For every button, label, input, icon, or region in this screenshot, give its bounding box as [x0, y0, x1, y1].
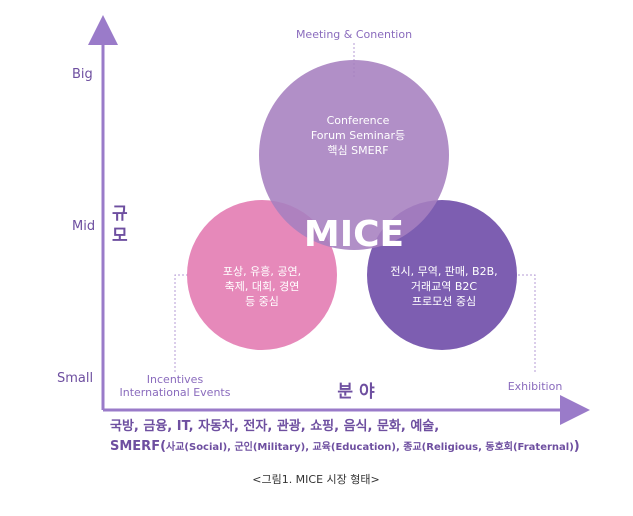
circle-left: [187, 200, 337, 350]
callout-left-1: Incentives: [147, 373, 204, 386]
bottom-text-line2-main: SMERF(: [110, 439, 166, 454]
figure-caption: <그림1. MICE 시장 형태>: [252, 473, 380, 486]
y-tick-mid: Mid: [72, 219, 95, 234]
callout-top: Meeting & Conention: [296, 28, 412, 41]
leader-right: [517, 274, 536, 372]
y-axis-title-2: 모: [112, 226, 128, 246]
circle-right-text-3: 프로모션 중심: [412, 295, 476, 308]
callout-right: Exhibition: [508, 380, 563, 393]
circle-right-text-1: 전시, 무역, 판매, B2B,: [390, 265, 497, 278]
y-tick-small: Small: [57, 371, 93, 386]
circle-top: [259, 60, 449, 250]
y-tick-big: Big: [72, 67, 93, 82]
bottom-text-line1: 국방, 금융, IT, 자동차, 전자, 관광, 쇼핑, 음식, 문화, 예술,: [110, 418, 439, 434]
center-title: MICE: [304, 214, 404, 255]
circle-left-text-2: 축제, 대회, 경연: [225, 280, 300, 293]
callout-left-2: International Events: [120, 386, 231, 399]
y-axis-title-1: 규: [112, 204, 128, 224]
circle-right-text-2: 거래교역 B2C: [411, 280, 478, 293]
circle-top-text-2: Forum Seminar등: [311, 129, 405, 142]
circle-right: [367, 200, 517, 350]
bottom-text-line2-sub: 사교(Social), 군인(Military), 교육(Education),…: [166, 440, 574, 453]
bottom-text-line2: SMERF(사교(Social), 군인(Military), 교육(Educa…: [110, 439, 580, 454]
circle-top-text-3: 핵심 SMERF: [327, 144, 388, 157]
x-axis-title: 분 야: [337, 382, 375, 402]
bottom-text-line2-close: ): [574, 439, 580, 454]
circle-left-text-1: 포상, 유흥, 공연,: [223, 264, 301, 278]
circle-left-text-3: 등 중심: [245, 295, 279, 308]
circle-top-text-1: Conference: [327, 114, 390, 127]
leader-left: [174, 274, 190, 372]
